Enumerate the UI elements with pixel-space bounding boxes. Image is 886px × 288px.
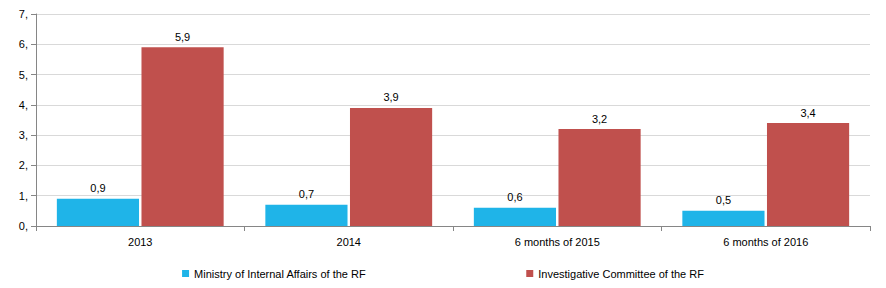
svg-text:3,9: 3,9 — [383, 91, 398, 103]
svg-text:5,: 5, — [19, 69, 28, 81]
svg-text:3,: 3, — [19, 129, 28, 141]
svg-text:0,6: 0,6 — [507, 191, 522, 203]
svg-text:3,2: 3,2 — [592, 113, 607, 125]
svg-text:Investigative Committee of the: Investigative Committee of the RF — [538, 268, 704, 280]
svg-text:3,4: 3,4 — [800, 107, 815, 119]
svg-text:2014: 2014 — [337, 236, 361, 248]
svg-text:Ministry of Internal Affairs o: Ministry of Internal Affairs of the RF — [194, 268, 366, 280]
svg-text:6 months of 2016: 6 months of 2016 — [723, 236, 808, 248]
svg-text:1,: 1, — [19, 190, 28, 202]
svg-text:0,5: 0,5 — [716, 194, 731, 206]
svg-text:5,9: 5,9 — [175, 31, 190, 43]
svg-text:0,9: 0,9 — [90, 182, 105, 194]
svg-text:2013: 2013 — [128, 236, 152, 248]
svg-text:7,: 7, — [19, 8, 28, 20]
svg-text:2,: 2, — [19, 159, 28, 171]
svg-text:4,: 4, — [19, 99, 28, 111]
svg-text:0,: 0, — [19, 220, 28, 232]
svg-text:6 months of 2015: 6 months of 2015 — [515, 236, 600, 248]
svg-text:6,: 6, — [19, 38, 28, 50]
svg-text:0,7: 0,7 — [299, 188, 314, 200]
